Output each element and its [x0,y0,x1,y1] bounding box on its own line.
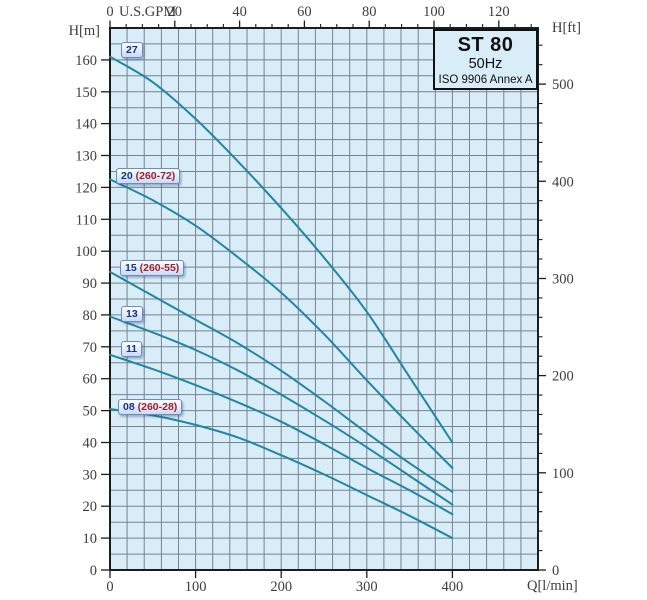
tick-label: 300 [552,272,574,288]
tick-label: 0 [552,563,559,579]
tick-label: 40 [232,4,247,20]
tick-label: 100 [423,4,445,20]
curve-13 [109,315,454,506]
curve-08 [109,408,454,540]
curve-label-15: 15 (260-55) [120,260,185,277]
curve-label-motor-code: (260-28) [134,401,178,413]
curve-label-20: 20 (260-72) [116,168,181,185]
curve-label-stages: 11 [126,343,138,355]
curve-27 [109,55,454,444]
curve-label-stages: 20 [121,170,133,182]
tick-label: 20 [83,499,98,515]
tick-label: 70 [83,340,98,356]
left-axis-unit-label: H[m] [68,23,100,39]
pump-frequency: 50Hz [468,56,503,72]
pump-standard-note: ISO 9906 Annex A [438,73,533,86]
plot-grid [110,28,538,570]
tick-label: 0 [106,579,113,595]
tick-label: 200 [270,579,292,595]
tick-label: 500 [552,77,574,93]
curve-label-08: 08 (260-28) [118,399,183,416]
tick-label: 400 [442,579,464,595]
tick-label: 80 [362,4,377,20]
curve-label-11: 11 [121,341,143,358]
curve-label-stages: 27 [126,44,138,56]
curve-11 [109,353,454,516]
right-axis-unit-label: H[ft] [552,20,581,36]
curve-label-motor-code: (260-72) [132,170,176,182]
tick-label: 50 [83,404,98,420]
tick-label: 400 [552,174,574,190]
tick-label: 0 [106,4,113,20]
tick-label: 30 [83,467,98,483]
tick-label: 120 [488,4,510,20]
tick-label: 10 [83,531,98,547]
plot-border [109,27,539,571]
tick-label: 40 [83,436,98,452]
curve-label-stages: 13 [126,308,138,320]
tick-label: 60 [83,372,98,388]
curve-label-stages: 15 [125,262,137,274]
tick-label: 100 [75,244,97,260]
tick-label: 160 [75,53,97,69]
pump-curves [109,55,454,540]
tick-label: 80 [83,308,98,324]
tick-label: 110 [76,212,97,228]
tick-label: 200 [552,369,574,385]
curve-15 [109,270,454,493]
bottom-axis-unit-label: Q[l/min] [527,578,578,594]
tick-label: 0 [90,563,97,579]
pump-model-title: ST 80 [457,34,514,56]
tick-label: 120 [75,180,97,196]
tick-label: 130 [75,149,97,165]
tick-label: 60 [297,4,312,20]
tick-label: 20 [168,4,183,20]
chart-title-box: ST 80 50Hz ISO 9906 Annex A [433,29,538,90]
axis-ticks: 0102030405060708090100110120130140150160… [75,4,574,595]
tick-label: 140 [75,117,97,133]
top-axis-unit-label: U.S.GPM [119,4,177,20]
tick-label: 300 [356,579,378,595]
tick-label: 150 [75,85,97,101]
tick-label: 100 [552,466,574,482]
tick-label: 90 [83,276,98,292]
tick-label: 100 [185,579,207,595]
curve-20 [109,178,454,469]
curve-label-stages: 08 [123,401,135,413]
curve-label-motor-code: (260-55) [136,262,180,274]
curve-label-27: 27 [121,42,143,59]
curve-label-13: 13 [121,306,143,323]
